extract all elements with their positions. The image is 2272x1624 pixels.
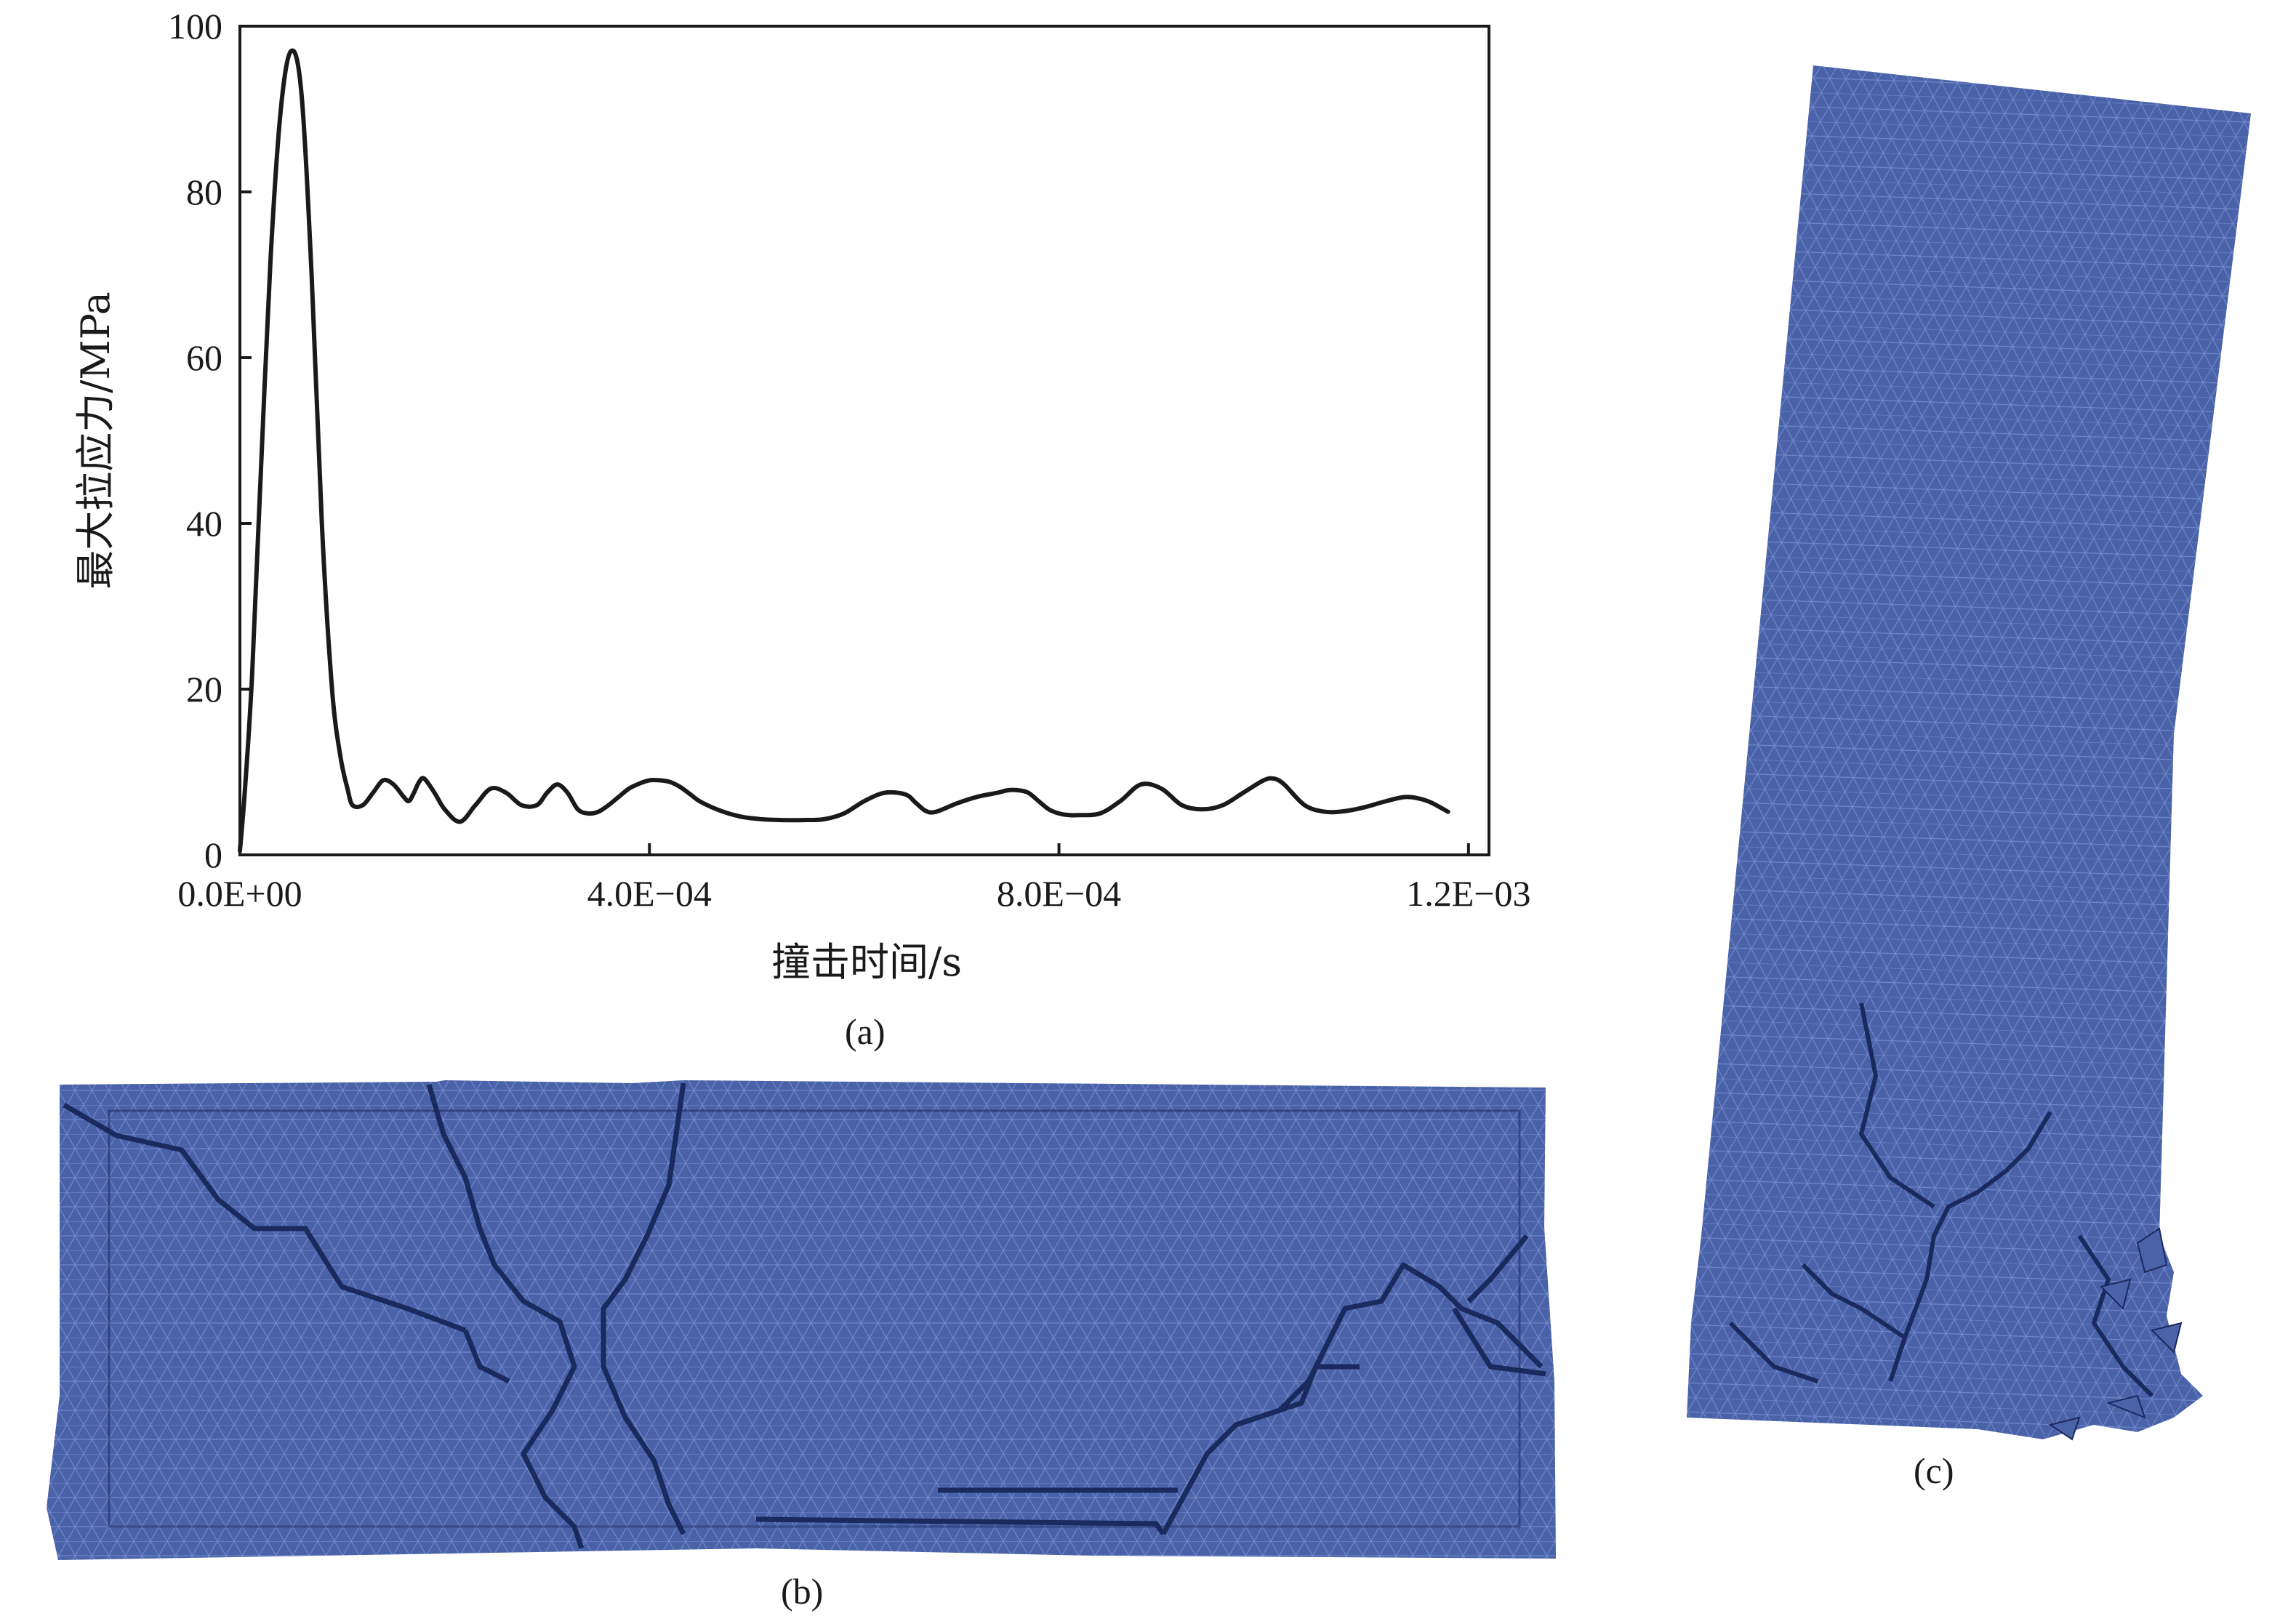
specimen-c-body: [1687, 65, 2251, 1439]
panel-label-b: (b): [781, 1571, 824, 1612]
x-tick-label: 1.2E−03: [1406, 873, 1530, 914]
y-tick-label: 20: [186, 669, 222, 710]
plot-area: 0.0E+00 4.0E−04 8.0E−04 1.2E−03 0 20 40 60 80 10…: [168, 6, 1530, 914]
x-tick-label: 8.0E−04: [997, 873, 1121, 914]
panel-label-a: (a): [845, 1011, 886, 1052]
y-axis-title: 最大拉应力/MPa: [73, 292, 119, 590]
y-tick-label: 0: [204, 835, 222, 875]
max-tensile-stress-line: [238, 48, 1450, 853]
plot-frame: [238, 25, 1490, 856]
specimen-b-cracks: [63, 1082, 1546, 1550]
specimen-c-fragments: [2048, 1227, 2183, 1441]
specimen-c-cracks: [1728, 1002, 2154, 1398]
y-tick-label: 60: [186, 337, 222, 378]
specimen-b-body: [47, 1080, 1556, 1560]
specimen-b-inner-frame: [108, 1109, 1521, 1528]
y-ticks: 0 20 40 60 80 100: [168, 6, 252, 875]
y-tick-label: 80: [186, 172, 222, 212]
x-axis-title: 撞击时间/s: [771, 939, 962, 985]
x-tick-label: 0.0E+00: [177, 873, 302, 914]
x-tick-label: 4.0E−04: [587, 873, 712, 914]
stress-time-chart: 0.0E+00 4.0E−04 8.0E−04 1.2E−03 0 20 40 60 80 10…: [73, 6, 1530, 985]
y-tick-label: 100: [168, 6, 222, 47]
x-ticks: 0.0E+00 4.0E−04 8.0E−04 1.2E−03: [177, 843, 1530, 914]
y-tick-label: 40: [186, 503, 222, 544]
panel-label-c: (c): [1914, 1450, 1954, 1491]
